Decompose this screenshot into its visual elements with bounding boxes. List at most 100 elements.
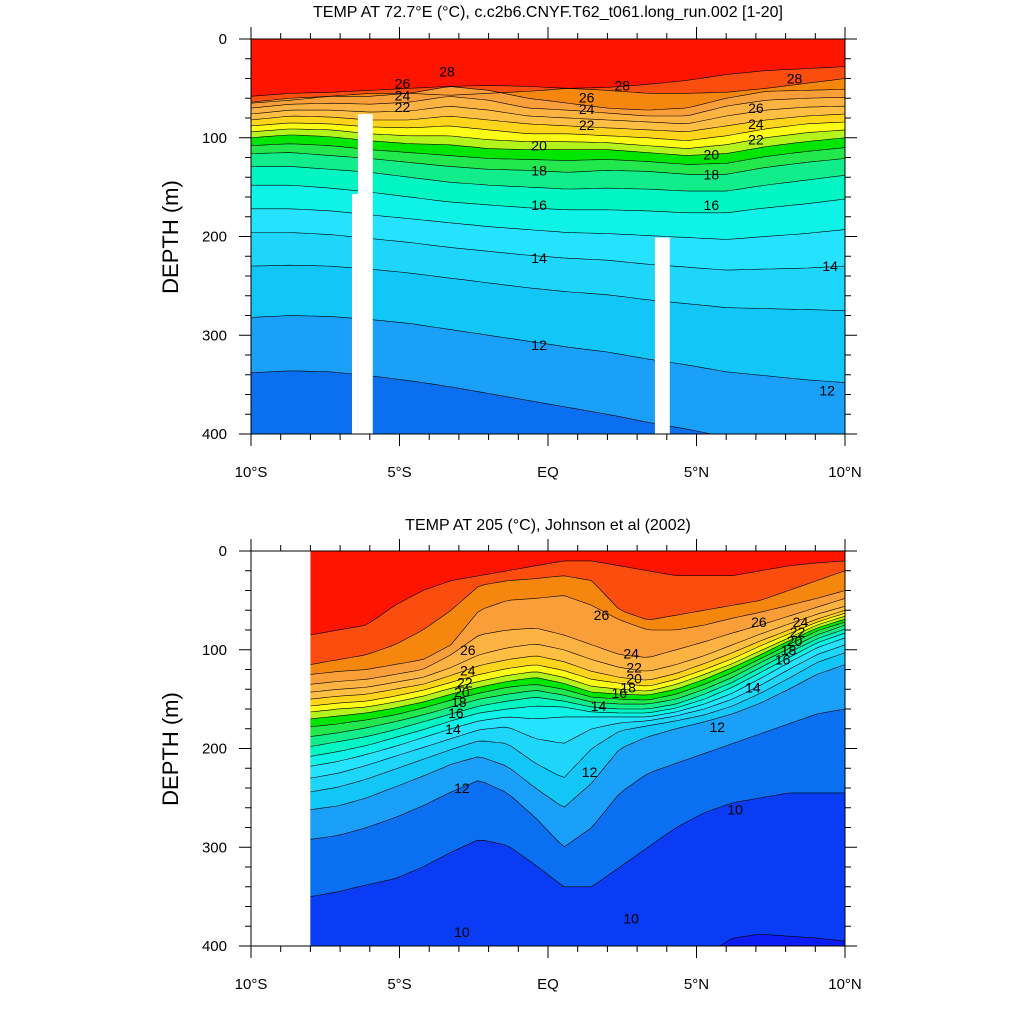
- contour-label: 26: [395, 75, 411, 91]
- isotherm-12: [310, 664, 845, 810]
- isotherm-24: [310, 606, 845, 693]
- y-axis-label: DEPTH (m): [158, 692, 183, 806]
- chart-title: TEMP AT 205 (°C), Johnson et al (2002): [405, 517, 691, 534]
- isotherm-19: [251, 143, 845, 165]
- isotherm-9: [719, 934, 845, 946]
- contour-label: 22: [748, 132, 764, 148]
- contour-label: 20: [454, 684, 470, 700]
- panel-model-temperature-section: TEMP AT 72.7°E (°C), c.c2b6.CNYF.T62_t06…: [158, 4, 862, 481]
- y-tick-label: 0: [219, 31, 227, 48]
- y-tick-label: 400: [202, 938, 227, 955]
- y-axis-label: DEPTH (m): [158, 180, 183, 294]
- y-tick-label: 300: [202, 839, 227, 856]
- contour-label: 20: [626, 670, 642, 686]
- isotherm-25: [310, 598, 845, 685]
- isotherm-15: [251, 208, 845, 240]
- contour-label: 22: [579, 117, 595, 133]
- y-tick-label: 200: [202, 229, 227, 246]
- contour-label: 16: [531, 197, 547, 213]
- temperature-band-below-10: [310, 792, 845, 946]
- contour-label: 12: [819, 383, 835, 399]
- y-tick-label: 0: [219, 543, 227, 560]
- contour-label: 24: [793, 614, 809, 630]
- contour-label: 16: [775, 652, 791, 668]
- isotherm-21: [251, 128, 845, 149]
- contour-label: 28: [439, 64, 455, 80]
- x-tick-label: 5°S: [387, 976, 411, 993]
- contour-label: 12: [531, 337, 547, 353]
- contour-label: 18: [451, 694, 467, 710]
- isotherm-24: [251, 105, 845, 125]
- missing-data-column: [351, 194, 358, 434]
- isotherm-18: [310, 624, 845, 737]
- isotherm-10: [310, 792, 845, 897]
- isotherm-21: [310, 615, 845, 713]
- isotherm-22: [251, 121, 845, 141]
- x-tick-label: 5°N: [684, 976, 709, 993]
- contour-label: 24: [460, 662, 476, 678]
- contour-label: 28: [787, 71, 803, 87]
- contour-label: 26: [748, 100, 764, 116]
- contour-label: 16: [704, 197, 720, 213]
- contour-label: 10: [727, 802, 743, 818]
- isotherm-27: [251, 78, 845, 104]
- isotherm-20: [310, 618, 845, 720]
- contour-label: 24: [579, 101, 595, 117]
- isotherm-11: [251, 370, 713, 434]
- y-tick-label: 100: [202, 130, 227, 147]
- x-tick-label: 10°S: [235, 976, 268, 993]
- isotherm-16: [251, 184, 845, 214]
- contour-label: 18: [781, 642, 797, 658]
- isotherm-12: [251, 315, 845, 383]
- x-tick-labels: 10°S 5°S EQ 5°N 10°N: [235, 464, 862, 481]
- contour-label: 24: [395, 87, 411, 103]
- x-tick-label: 10°N: [828, 976, 862, 993]
- contour-label: 20: [704, 147, 720, 163]
- contour-lines: [310, 560, 845, 946]
- isotherm-11: [310, 708, 845, 848]
- contour-label: 14: [591, 698, 607, 714]
- isotherm-20: [251, 134, 845, 156]
- x-tick-label: EQ: [537, 464, 559, 481]
- contour-label: 28: [614, 77, 630, 93]
- contour-label: 18: [531, 162, 547, 178]
- contour-label: 16: [448, 705, 464, 721]
- contour-label: 14: [745, 679, 761, 695]
- contour-label: 10: [623, 910, 639, 926]
- contour-label: 20: [787, 633, 803, 649]
- contour-label: 18: [704, 166, 720, 182]
- x-tick-label: 5°S: [387, 464, 411, 481]
- isotherm-26: [251, 86, 845, 111]
- contour-label: 14: [445, 721, 461, 737]
- isotherm-14: [310, 644, 845, 779]
- isotherm-27: [310, 570, 845, 665]
- contour-label: 22: [626, 660, 642, 676]
- contour-label: 10: [454, 924, 470, 940]
- contour-label: 14: [531, 250, 547, 266]
- contour-label: 16: [611, 685, 627, 701]
- x-tick-label: 10°N: [828, 464, 862, 481]
- contour-label: 22: [395, 99, 411, 115]
- isotherm-23: [310, 610, 845, 700]
- contour-label: 18: [620, 679, 636, 695]
- y-tick-label: 400: [202, 426, 227, 443]
- isotherm-28: [251, 66, 845, 97]
- panel-observed-temperature-section: TEMP AT 205 (°C), Johnson et al (2002) D…: [158, 517, 862, 993]
- y-tick-label: 300: [202, 327, 227, 344]
- isotherm-13: [310, 652, 845, 793]
- isotherm-19: [310, 621, 845, 728]
- contour-label: 12: [582, 764, 598, 780]
- axis-ticks: [239, 539, 857, 958]
- isotherm-15: [310, 637, 845, 767]
- x-tick-labels: 10°S 5°S EQ 5°N 10°N: [235, 976, 862, 993]
- missing-data-column: [654, 237, 670, 434]
- isotherm-28: [310, 560, 845, 636]
- contour-lines: [251, 66, 845, 434]
- isotherm-17: [310, 628, 845, 747]
- contour-label: 12: [454, 780, 470, 796]
- contour-label: 26: [751, 614, 767, 630]
- isotherm-22: [310, 612, 845, 707]
- contour-label: 26: [579, 89, 595, 105]
